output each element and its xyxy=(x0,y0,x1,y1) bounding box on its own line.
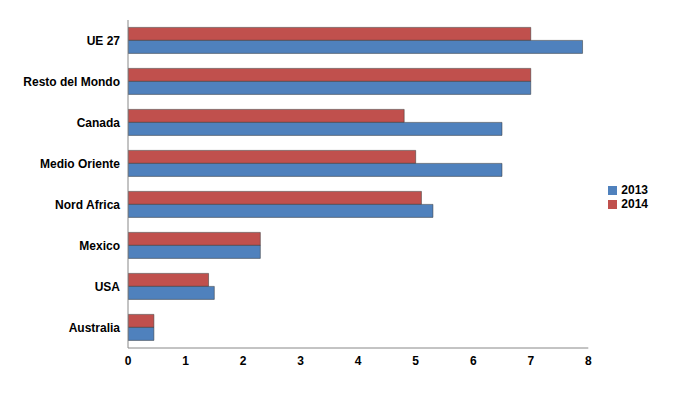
svg-text:6: 6 xyxy=(470,354,477,368)
svg-text:3: 3 xyxy=(297,354,304,368)
html-text:2013: 2013 xyxy=(621,183,648,197)
svg-text:UE 27: UE 27 xyxy=(87,34,121,48)
svg-text:8: 8 xyxy=(585,354,592,368)
svg-text:Australia: Australia xyxy=(69,321,121,335)
svg-text:Mexico: Mexico xyxy=(79,239,120,253)
svg-text:Canada: Canada xyxy=(77,116,121,130)
svg-text:0: 0 xyxy=(125,354,132,368)
svg-text:Medio Oriente: Medio Oriente xyxy=(40,157,120,171)
svg-text:4: 4 xyxy=(355,354,362,368)
svg-text:1: 1 xyxy=(182,354,189,368)
html-text:2014: 2014 xyxy=(621,197,648,211)
svg-text:2: 2 xyxy=(240,354,247,368)
svg-text:7: 7 xyxy=(527,354,534,368)
svg-text:Nord Africa: Nord Africa xyxy=(55,198,120,212)
svg-text:Resto del Mondo: Resto del Mondo xyxy=(23,75,120,89)
svg-text:USA: USA xyxy=(95,280,121,294)
svg-text:5: 5 xyxy=(412,354,419,368)
